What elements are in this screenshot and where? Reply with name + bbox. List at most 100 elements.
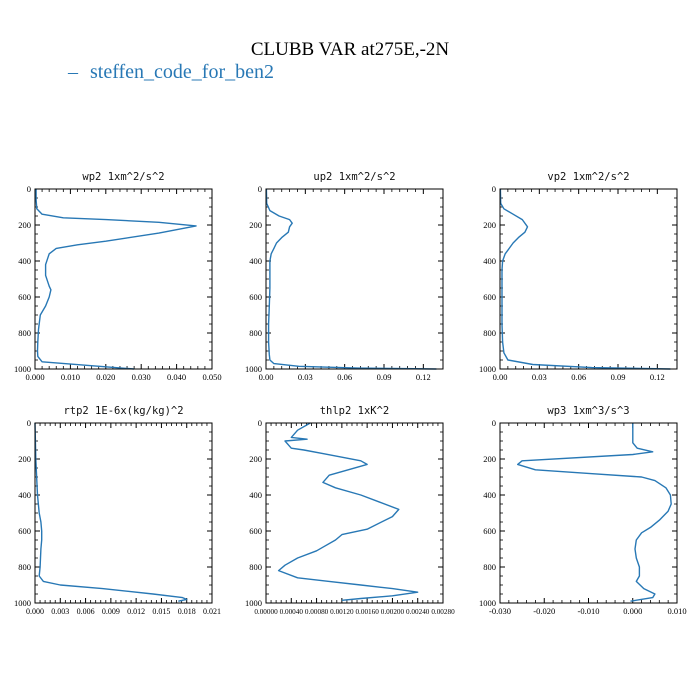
x-tick-label: 0.020 [96,372,115,382]
y-tick-label: 400 [249,256,262,266]
y-tick-label: 200 [249,220,262,230]
y-tick-label: 200 [483,220,496,230]
chart-panel: wp3 1xm^3/s^3 0 200 400 600 800 1000-0.030 -0.0… [479,405,687,616]
y-tick-label: 400 [18,256,31,266]
panel-title: rtp2 1E-6x(kg/kg)^2 [63,405,183,417]
y-tick-label: 1000 [245,364,262,374]
x-tick-label: 0.03 [532,372,547,382]
x-tick-label: 0.00 [259,372,274,382]
panel-title: wp2 1xm^2/s^2 [82,171,164,183]
x-tick-label: 0.040 [167,372,186,382]
y-tick-label: 200 [18,220,31,230]
series-line [277,422,419,601]
y-tick-label: 600 [483,526,496,536]
series-line [35,189,197,370]
panel-title: thlp2 1xK^2 [320,405,390,417]
x-tick-label: 0.006 [77,607,95,616]
x-tick-label: 0.012 [127,607,145,616]
y-tick-label: 1000 [479,598,496,608]
x-tick-label: 0.00280 [431,608,455,616]
y-tick-label: 0 [27,184,31,194]
x-tick-label: 0.000 [25,372,44,382]
x-tick-label: 0.000 [623,606,642,616]
panel-title: wp3 1xm^3/s^3 [547,405,629,417]
y-tick-label: 800 [483,562,496,572]
x-tick-label: -0.020 [533,606,555,616]
x-tick-label: 0.12 [650,372,665,382]
x-tick-label: 0.00160 [355,608,379,616]
series-line [265,188,437,370]
plot-frame [499,188,678,370]
y-tick-label: 1000 [14,598,31,608]
y-tick-label: 400 [249,490,262,500]
y-tick-label: 400 [18,490,31,500]
x-tick-label: 0.003 [51,607,69,616]
y-tick-label: 0 [27,418,31,428]
y-tick-label: 400 [483,256,496,266]
y-tick-label: 600 [249,526,262,536]
y-tick-label: 200 [483,454,496,464]
panel-title: vp2 1xm^2/s^2 [547,171,629,183]
x-tick-label: 0.010 [61,372,80,382]
y-tick-label: 1000 [245,598,262,608]
x-tick-label: 0.030 [132,372,151,382]
x-tick-label: 0.09 [377,372,392,382]
y-tick-label: 0 [492,418,496,428]
y-tick-label: 600 [483,292,496,302]
legend-label: steffen_code_for_ben2 [90,61,274,83]
y-tick-label: 800 [18,328,31,338]
x-tick-label: 0.010 [667,606,686,616]
x-tick-label: 0.09 [611,372,626,382]
x-tick-label: 0.12 [416,372,431,382]
plot-frame [34,422,213,604]
x-tick-label: 0.06 [571,372,586,382]
y-tick-label: 800 [249,562,262,572]
plot-frame [34,188,213,370]
y-tick-label: 200 [249,454,262,464]
x-tick-label: 0.000 [26,607,44,616]
y-tick-label: 200 [18,454,31,464]
series-line [517,423,672,602]
y-tick-label: 1000 [14,364,31,374]
x-tick-label: 0.06 [337,372,352,382]
x-tick-label: 0.00 [493,372,508,382]
y-tick-label: 600 [18,292,31,302]
x-tick-label: -0.030 [489,606,511,616]
x-tick-label: -0.010 [578,606,600,616]
chart-panel: rtp2 1E-6x(kg/kg)^2020040060080010000.00… [14,405,221,616]
x-tick-label: 0.00120 [330,608,354,616]
x-tick-label: 0.009 [102,607,120,616]
figure-title: CLUBB VAR at275E,-2N [251,39,450,60]
y-tick-label: 0 [258,418,262,428]
y-tick-label: 800 [249,328,262,338]
series-line [499,188,671,370]
x-tick-label: 0.00200 [381,608,405,616]
plot-frame [265,188,444,370]
x-tick-label: 0.00080 [305,608,329,616]
y-tick-label: 0 [258,184,262,194]
x-tick-label: 0.018 [178,607,196,616]
x-tick-label: 0.015 [152,607,170,616]
series-line [34,422,188,602]
y-tick-label: 1000 [479,364,496,374]
y-tick-label: 600 [249,292,262,302]
panel-title: up2 1xm^2/s^2 [313,171,395,183]
plot-frame [265,422,444,604]
y-tick-label: 0 [492,184,496,194]
y-tick-label: 800 [483,328,496,338]
y-tick-label: 800 [18,562,31,572]
x-tick-label: 0.00000 [254,608,278,616]
y-tick-label: 600 [18,526,31,536]
legend-marker: – [67,61,79,83]
plot-frame [499,422,678,604]
x-tick-label: 0.03 [298,372,313,382]
x-tick-label: 0.021 [203,607,221,616]
y-tick-label: 400 [483,490,496,500]
x-tick-label: 0.050 [202,372,221,382]
